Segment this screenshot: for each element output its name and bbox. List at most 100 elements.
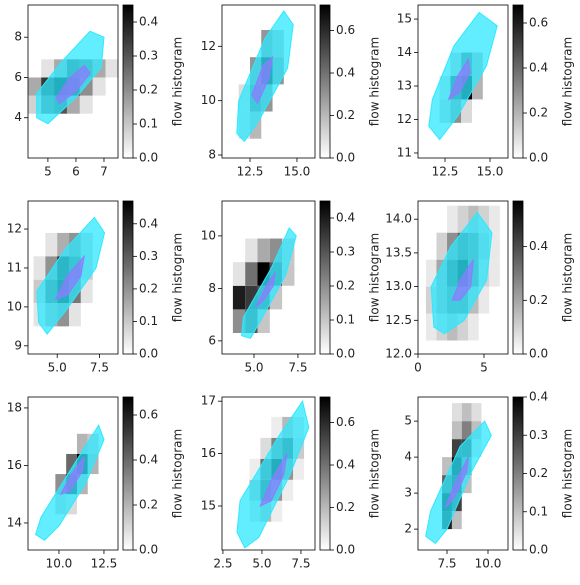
x-tick-label: 0 [414,361,422,375]
axes-frame [27,4,119,159]
colorbar-label: flow histogram [171,233,185,322]
hist-cell [66,453,77,475]
colorbar-tick-label: 0.2 [336,108,355,122]
hist-cell [232,262,246,286]
y-tick-label: 10 [201,93,216,107]
y-tick-label: 16 [201,446,216,460]
y-tick-label: 14 [7,515,22,529]
colorbar-label: flow histogram [368,233,382,322]
hist-cell [436,232,448,260]
hist-cell [472,75,483,100]
contour [451,259,474,301]
x-tick-label: 12.5 [237,165,264,179]
x-tick-label: 15.0 [284,165,311,179]
colorbar-tick-label: 0.4 [336,66,355,80]
hist-cell [245,238,258,263]
axes-frame [27,396,119,551]
colorbar-tick-label: 0.0 [529,347,548,361]
colorbar [122,4,134,159]
colorbar [512,396,524,551]
y-tick-label: 17 [201,394,216,408]
plot-area [28,30,118,125]
y-tick-label: 10 [7,299,22,313]
colorbar-tick-label: 0.1 [336,313,355,327]
hist-cell [451,511,462,530]
colorbar-label: flow histogram [368,37,382,126]
colorbar-tick-label: 0.6 [336,415,355,429]
colorbar-tick-label: 0.2 [336,279,355,293]
y-tick-label: 5 [404,414,412,428]
x-tick-label: 2.5 [213,557,232,571]
hist-cell [489,232,500,260]
y-tick-label: 13.0 [385,279,412,293]
x-tick-label: 7.5 [291,557,310,571]
hist-cell [293,458,305,480]
x-tick-label: 6 [72,165,80,179]
y-tick-label: 12 [397,112,412,126]
hist-cell [260,437,272,459]
y-tick-label: 8 [208,148,216,162]
colorbar-tick-label: 0.3 [529,428,548,442]
hist-cell [451,439,462,458]
colorbar-tick-label: 0.4 [529,61,548,75]
colorbar-tick-label: 0.4 [336,211,355,225]
hist-cell [425,259,437,287]
y-tick-label: 15 [397,12,412,26]
colorbar-tick-label: 0.1 [139,117,158,131]
x-tick-label: 7.5 [437,557,456,571]
axes-frame [221,4,316,159]
colorbar-tick-label: 0.6 [139,408,158,422]
x-tick-label: 7.5 [288,361,307,375]
y-tick-label: 6 [14,70,22,84]
hist-cell [79,95,93,114]
colorbar-label: flow histogram [171,37,185,126]
hist-cell [282,479,294,501]
hist-cell [80,279,93,303]
colorbar-label: flow histogram [368,429,382,518]
hist-cell [489,259,500,287]
x-tick-label: 12.5 [91,557,118,571]
y-tick-label: 14 [397,45,412,59]
hist-cell [478,286,490,314]
y-tick-label: 15 [201,498,216,512]
colorbar-tick-label: 0.2 [139,498,158,512]
hist-cell [478,205,490,233]
hist-cell [55,474,67,495]
colorbar-tick-label: 0.3 [139,249,158,263]
x-tick-label: 15.0 [477,165,504,179]
panel: 0 5 12.0 12.5 13.0 13.5 14.0 0.0 0.2 0.4 flow hist… [385,200,575,375]
colorbar [319,396,331,551]
hist-cell [57,232,70,257]
plot-area [33,216,106,335]
panel: 5 6 7 4 6 8 0.0 0.1 0.2 0.3 0.4 flow histogram [14,4,185,179]
hist-cell [45,232,58,257]
colorbar-tick-label: 0.0 [529,151,548,165]
colorbar [512,4,524,159]
plot-area [35,424,105,541]
x-tick-label: 7.5 [90,361,109,375]
colorbar-tick-label: 0.4 [139,453,158,467]
panel: 12.5 15.0 11 12 13 14 15 0.0 0.2 0.4 0.6 flow histo… [397,4,575,179]
y-tick-label: 12 [7,222,22,236]
hist-cell [425,286,437,314]
colorbar [122,200,134,355]
y-tick-label: 11 [397,145,412,159]
hist-cell [105,59,118,78]
hist-cell [461,99,472,123]
y-tick-label: 11 [7,260,22,274]
colorbar-tick-label: 0.2 [529,466,548,480]
hist-cell [489,205,500,233]
hist-cell [41,59,55,78]
y-tick-label: 8 [14,30,22,44]
colorbar-label: flow histogram [561,233,575,322]
contour [54,254,85,300]
y-tick-label: 6 [208,333,216,347]
hist-cell [468,313,479,341]
axes-frame [27,200,119,355]
colorbar-tick-label: 0.0 [139,151,158,165]
x-tick-label: 10.0 [46,557,73,571]
colorbar-tick-label: 0.4 [529,239,548,253]
plot-area [236,10,294,143]
hist-cell [471,403,482,422]
